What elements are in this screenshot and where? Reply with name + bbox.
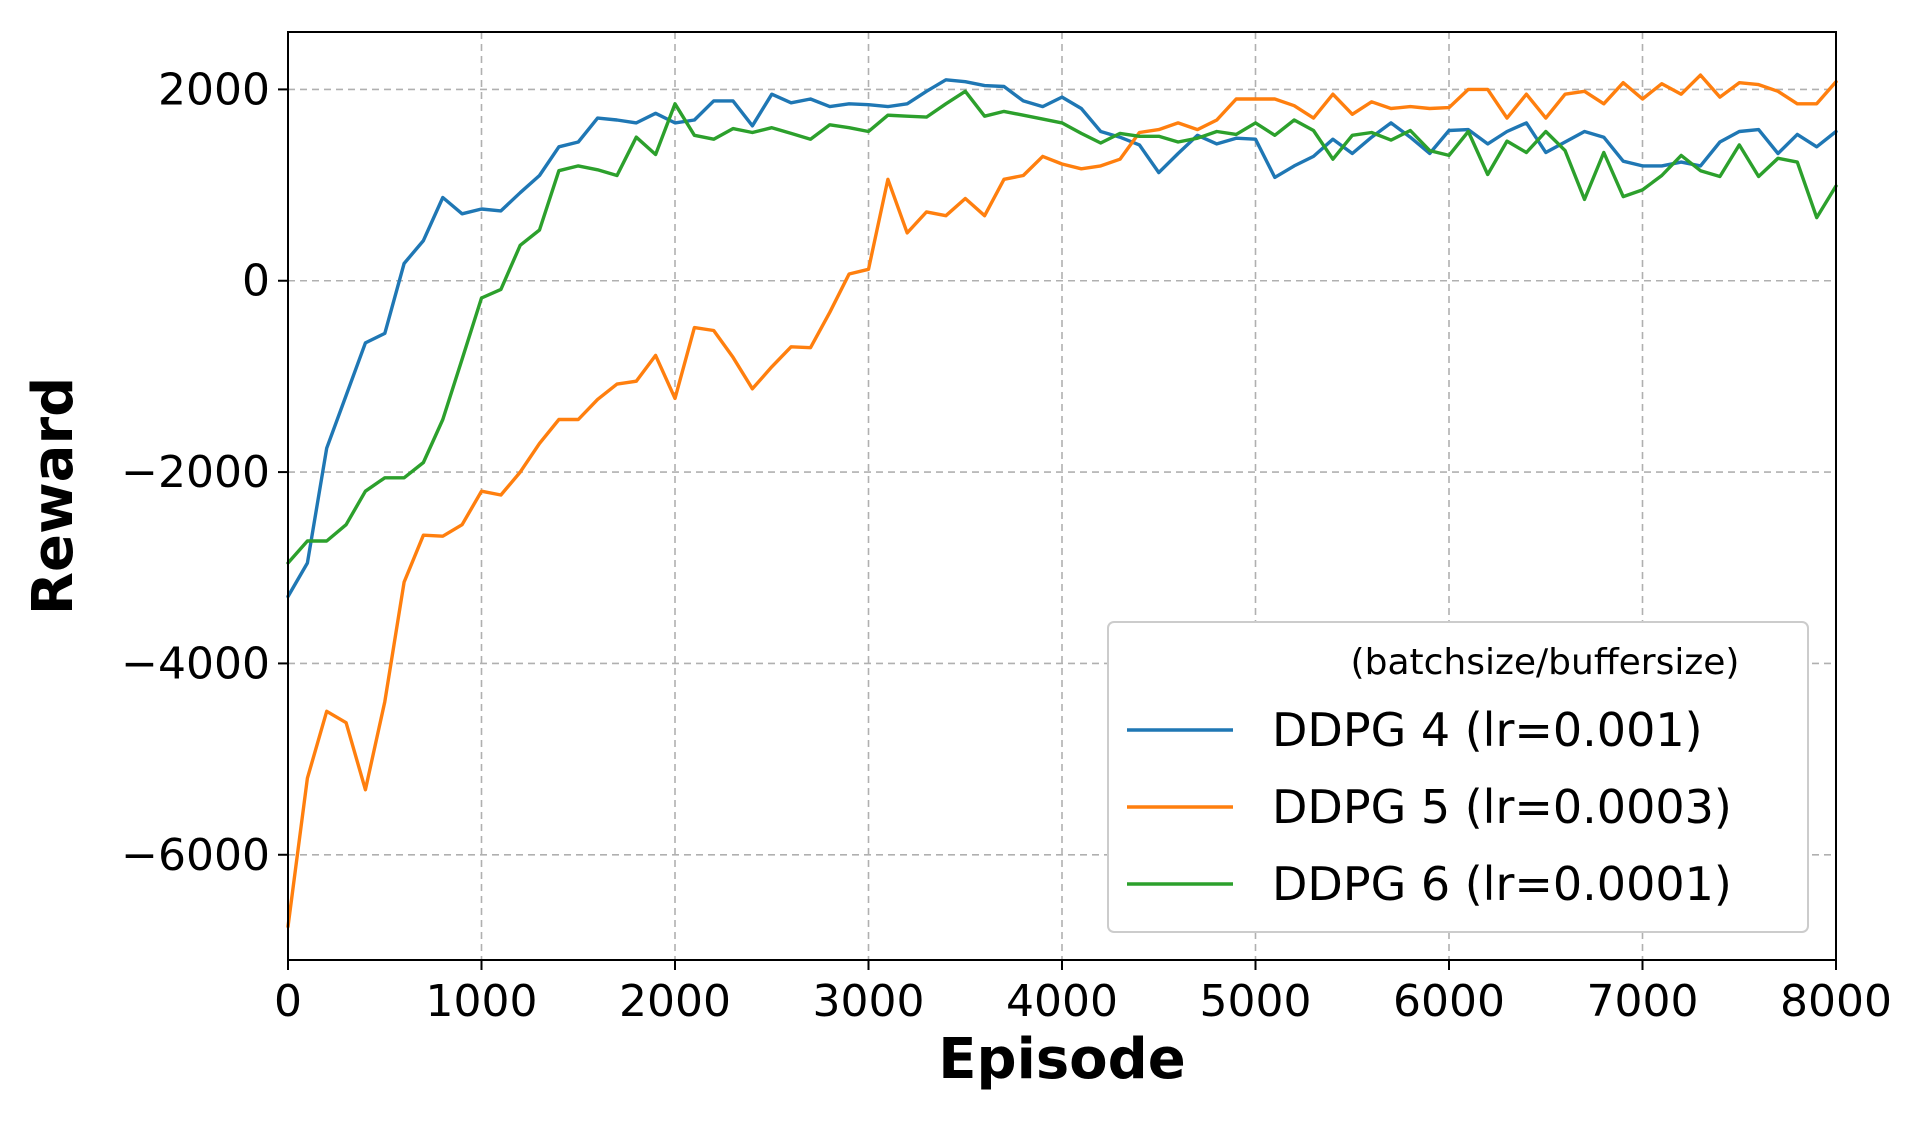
x-axis-label: Episode xyxy=(938,1027,1185,1092)
series-line-2 xyxy=(286,73,1838,929)
series-lines xyxy=(286,73,1838,929)
y-tick-label: −6000 xyxy=(121,830,270,881)
legend-label-1: DDPG 4 (lr=0.001) xyxy=(1272,703,1703,757)
x-tick-label: 4000 xyxy=(1006,976,1118,1027)
legend: (batchsize/buffersize) DDPG 4 (lr=0.001)… xyxy=(1107,621,1809,933)
y-tick-label: 0 xyxy=(242,256,270,307)
x-tick-label: 5000 xyxy=(1200,976,1312,1027)
x-tick-label: 0 xyxy=(274,976,302,1027)
y-axis-label: Reward xyxy=(21,377,86,615)
legend-label-3: DDPG 6 (lr=0.0001) xyxy=(1272,857,1732,911)
x-tick-label: 1000 xyxy=(426,976,538,1027)
x-tick-label: 8000 xyxy=(1780,976,1892,1027)
y-tick-label: −2000 xyxy=(121,447,270,498)
axis-ticks: 0 1000 2000 3000 4000 5000 6000 7000 8000 2000 0 −2… xyxy=(121,64,1892,1027)
legend-entries: DDPG 4 (lr=0.001) DDPG 5 (lr=0.0003) DDPG … xyxy=(1127,703,1732,911)
y-tick-label: −4000 xyxy=(121,638,270,689)
series-line-1 xyxy=(286,78,1838,599)
y-tick-label: 2000 xyxy=(158,64,270,115)
legend-label-2: DDPG 5 (lr=0.0003) xyxy=(1272,780,1732,834)
x-tick-label: 6000 xyxy=(1393,976,1505,1027)
legend-title: (batchsize/buffersize) xyxy=(1351,642,1740,683)
legend-box xyxy=(1107,621,1809,933)
x-tick-label: 7000 xyxy=(1587,976,1699,1027)
x-tick-label: 3000 xyxy=(813,976,925,1027)
x-tick-label: 2000 xyxy=(619,976,731,1027)
series-line-3 xyxy=(286,89,1838,565)
